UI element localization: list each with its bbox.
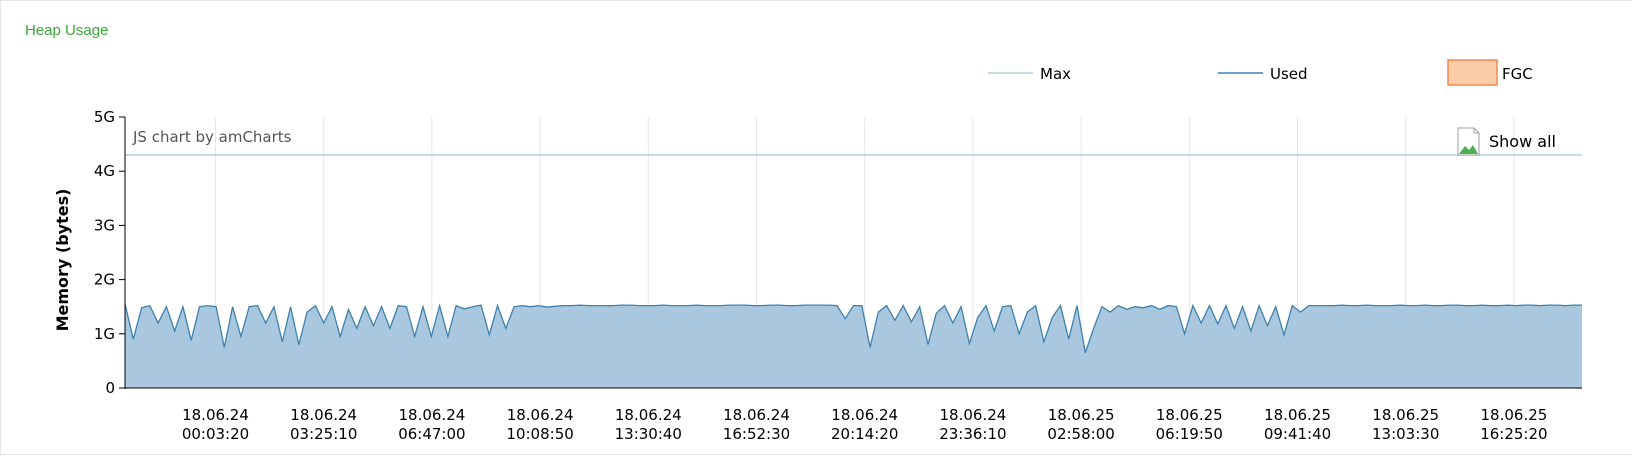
x-tick-label-time: 23:36:10 <box>939 425 1006 443</box>
x-tick-label-time: 16:52:30 <box>723 425 790 443</box>
x-tick-label-time: 13:30:40 <box>615 425 682 443</box>
x-tick-label-time: 03:25:10 <box>290 425 357 443</box>
panel-title: Heap Usage <box>25 22 109 39</box>
x-tick-label-time: 10:08:50 <box>506 425 573 443</box>
legend-label: Used <box>1270 65 1308 83</box>
legend-item-max[interactable]: Max <box>988 65 1071 83</box>
legend-label: FGC <box>1502 65 1533 83</box>
x-tick-label-time: 20:14:20 <box>831 425 898 443</box>
x-tick-label-date: 18.06.24 <box>182 406 249 424</box>
y-tick-label: 0 <box>105 379 115 397</box>
y-tick-label: 3G <box>94 216 115 234</box>
x-tick-label-date: 18.06.25 <box>1264 406 1331 424</box>
x-tick-label-time: 16:25:20 <box>1480 425 1547 443</box>
x-tick-label-date: 18.06.25 <box>1048 406 1115 424</box>
y-axis-label: Memory (bytes) <box>53 189 72 332</box>
legend-item-used[interactable]: Used <box>1218 65 1308 83</box>
x-tick-label-date: 18.06.24 <box>399 406 466 424</box>
amcharts-credit[interactable]: JS chart by amCharts <box>132 128 292 146</box>
y-tick-label: 5G <box>94 108 115 126</box>
x-tick-label-date: 18.06.25 <box>1481 406 1548 424</box>
x-tick-label-date: 18.06.25 <box>1372 406 1439 424</box>
legend-label: Max <box>1040 65 1071 83</box>
y-tick-label: 1G <box>94 325 115 343</box>
show-all-button[interactable]: Show all <box>1457 127 1556 156</box>
chart-legend[interactable]: Max Used FGC <box>988 59 1533 86</box>
x-tick-label-date: 18.06.25 <box>1156 406 1223 424</box>
x-tick-label-date: 18.06.24 <box>831 406 898 424</box>
used-area <box>125 304 1582 388</box>
x-tick-label-time: 06:19:50 <box>1156 425 1223 443</box>
x-tick-label-date: 18.06.24 <box>615 406 682 424</box>
chart-series <box>124 154 1582 388</box>
x-tick-label-time: 09:41:40 <box>1264 425 1331 443</box>
x-tick-label-time: 06:47:00 <box>398 425 465 443</box>
legend-item-fgc[interactable]: FGC <box>1447 59 1533 86</box>
legend-marker <box>1447 59 1498 86</box>
x-tick-label-date: 18.06.24 <box>940 406 1007 424</box>
x-tick-label-date: 18.06.24 <box>723 406 790 424</box>
show-all-label: Show all <box>1489 132 1556 151</box>
x-tick-label-time: 02:58:00 <box>1047 425 1114 443</box>
y-tick-label: 4G <box>94 162 115 180</box>
chart-axes: 18.06.2400:03:2018.06.2403:25:1018.06.24… <box>94 108 1582 443</box>
x-tick-label-time: 00:03:20 <box>182 425 249 443</box>
x-tick-label-time: 13:03:30 <box>1372 425 1439 443</box>
x-tick-label-date: 18.06.24 <box>290 406 357 424</box>
x-tick-label-date: 18.06.24 <box>507 406 574 424</box>
y-tick-label: 2G <box>94 271 115 289</box>
broken-image-icon <box>1457 127 1480 156</box>
used-line <box>124 303 1582 354</box>
